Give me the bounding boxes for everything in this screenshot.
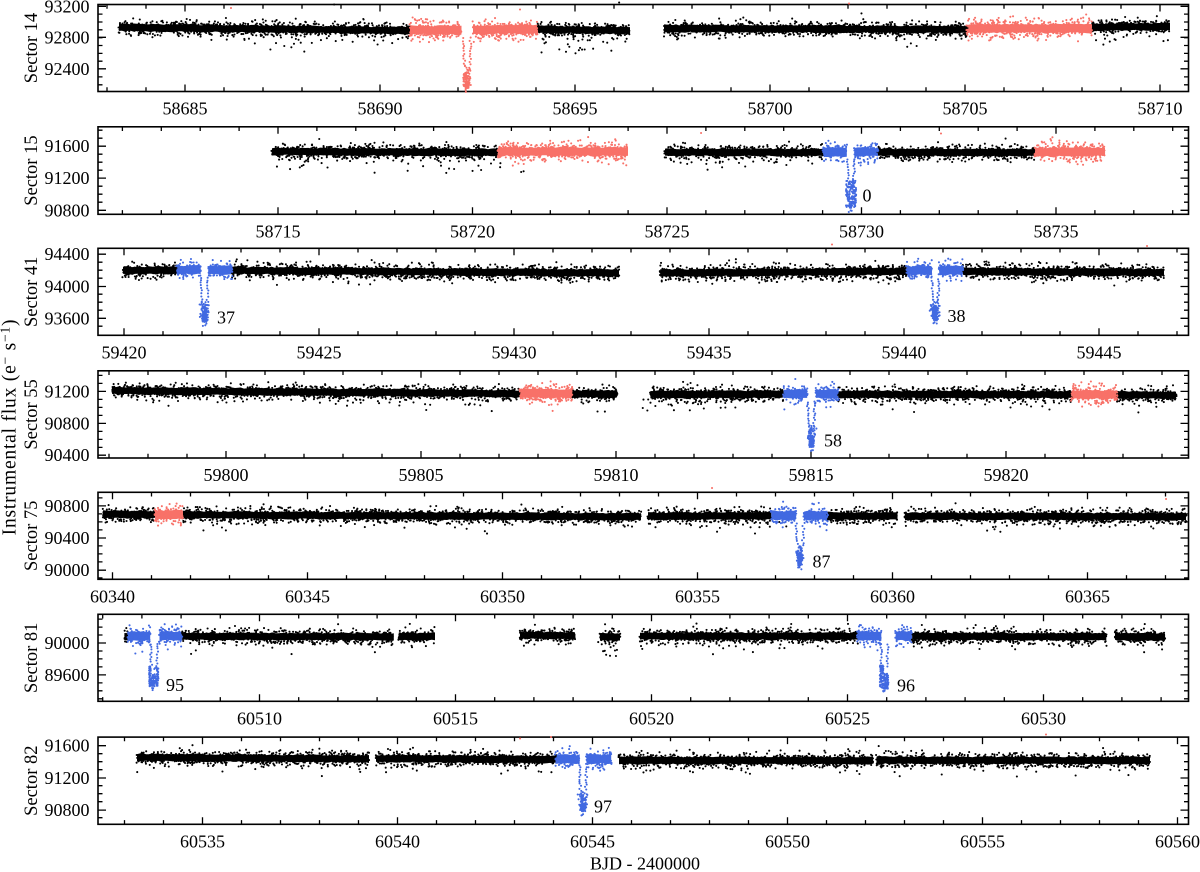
svg-text:60350: 60350: [480, 586, 525, 606]
svg-text:58700: 58700: [748, 99, 793, 119]
svg-text:92400: 92400: [45, 59, 90, 79]
svg-text:90800: 90800: [45, 800, 90, 820]
svg-text:91600: 91600: [45, 136, 90, 156]
svg-text:92800: 92800: [45, 27, 90, 47]
svg-text:91200: 91200: [45, 168, 90, 188]
svg-text:58685: 58685: [163, 99, 208, 119]
svg-text:60545: 60545: [570, 831, 615, 851]
svg-text:58695: 58695: [553, 99, 598, 119]
svg-text:59445: 59445: [1077, 342, 1122, 362]
svg-text:38: 38: [948, 306, 966, 326]
svg-text:90800: 90800: [45, 496, 90, 516]
svg-text:59810: 59810: [594, 465, 639, 485]
svg-text:90000: 90000: [45, 633, 90, 653]
svg-text:91200: 91200: [45, 381, 90, 401]
svg-text:59815: 59815: [789, 465, 834, 485]
svg-text:Sector 41: Sector 41: [22, 257, 42, 327]
svg-text:58: 58: [824, 431, 842, 451]
svg-text:91200: 91200: [45, 768, 90, 788]
svg-text:Sector 81: Sector 81: [22, 623, 42, 693]
svg-text:0: 0: [863, 186, 872, 206]
svg-text:59420: 59420: [102, 342, 147, 362]
svg-text:Sector 14: Sector 14: [22, 13, 42, 83]
svg-text:96: 96: [897, 676, 915, 696]
svg-text:90400: 90400: [45, 528, 90, 548]
svg-text:Instrumental flux (e− s−1): Instrumental flux (e− s−1): [0, 319, 21, 536]
svg-text:93200: 93200: [45, 0, 90, 16]
svg-text:60355: 60355: [675, 586, 720, 606]
svg-text:91600: 91600: [45, 736, 90, 756]
svg-text:87: 87: [813, 552, 831, 572]
svg-text:97: 97: [594, 797, 612, 817]
svg-text:59800: 59800: [204, 465, 249, 485]
svg-text:60360: 60360: [870, 586, 915, 606]
svg-text:90800: 90800: [45, 413, 90, 433]
svg-text:BJD - 2400000: BJD - 2400000: [590, 854, 700, 872]
svg-text:60530: 60530: [1021, 708, 1066, 728]
svg-text:60535: 60535: [180, 831, 225, 851]
svg-text:60525: 60525: [825, 708, 870, 728]
svg-text:93600: 93600: [45, 308, 90, 328]
svg-text:Sector 55: Sector 55: [22, 379, 42, 449]
svg-text:59820: 59820: [984, 465, 1029, 485]
svg-text:Sector 15: Sector 15: [22, 135, 42, 205]
svg-text:58730: 58730: [839, 221, 884, 241]
svg-text:58720: 58720: [450, 221, 495, 241]
svg-text:60345: 60345: [285, 586, 330, 606]
svg-text:58735: 58735: [1034, 221, 1079, 241]
svg-text:58690: 58690: [358, 99, 403, 119]
svg-text:59435: 59435: [687, 342, 732, 362]
svg-text:59430: 59430: [492, 342, 537, 362]
svg-text:58710: 58710: [1138, 99, 1183, 119]
svg-text:60515: 60515: [433, 708, 478, 728]
svg-text:58725: 58725: [645, 221, 690, 241]
svg-text:95: 95: [166, 675, 184, 695]
svg-text:90800: 90800: [45, 200, 90, 220]
svg-text:Sector 82: Sector 82: [22, 746, 42, 816]
svg-text:60365: 60365: [1065, 586, 1110, 606]
svg-text:59425: 59425: [297, 342, 342, 362]
svg-text:60540: 60540: [375, 831, 420, 851]
svg-text:60560: 60560: [1155, 831, 1200, 851]
svg-text:90400: 90400: [45, 445, 90, 465]
svg-text:58705: 58705: [943, 99, 988, 119]
svg-text:60555: 60555: [960, 831, 1005, 851]
svg-text:Sector 75: Sector 75: [22, 501, 42, 571]
svg-text:60550: 60550: [765, 831, 810, 851]
svg-text:60510: 60510: [237, 708, 282, 728]
svg-text:59805: 59805: [399, 465, 444, 485]
svg-text:60340: 60340: [90, 586, 135, 606]
svg-text:94400: 94400: [45, 244, 90, 264]
svg-text:89600: 89600: [45, 665, 90, 685]
svg-text:94000: 94000: [45, 277, 90, 297]
svg-text:59440: 59440: [882, 342, 927, 362]
svg-text:60520: 60520: [629, 708, 674, 728]
svg-text:37: 37: [217, 308, 235, 328]
svg-text:90000: 90000: [45, 560, 90, 580]
svg-text:58715: 58715: [256, 221, 301, 241]
